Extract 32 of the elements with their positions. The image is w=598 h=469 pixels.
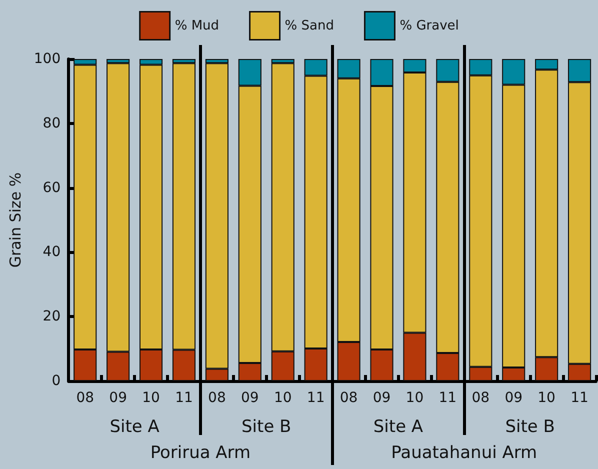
text: Pauatahanui Arm	[391, 443, 538, 463]
y-tick-label: 0	[52, 373, 61, 389]
text: Porirua Arm	[150, 443, 251, 463]
x-tick-label: 08	[76, 390, 94, 406]
x-tick-label: 09	[240, 390, 259, 406]
y-tick-label: 80	[42, 115, 61, 132]
x-tick-label: 10	[406, 390, 424, 406]
text: Site A	[373, 417, 424, 437]
y-tick-label: 60	[42, 180, 61, 196]
y-tick-label: 100	[34, 51, 61, 67]
x-tick-label: 11	[306, 390, 325, 406]
x-tick-label: 10	[538, 390, 556, 406]
x-tick-label: 11	[438, 390, 457, 406]
x-tick-label: 09	[504, 390, 523, 406]
y-axis-title: Grain Size %	[6, 172, 24, 268]
x-tick-label: 09	[372, 390, 391, 406]
x-tick-label: 10	[142, 390, 160, 406]
x-tick-label: 08	[208, 390, 226, 406]
y-tick-label: 40	[42, 244, 61, 260]
x-tick-label: 08	[472, 390, 490, 406]
legend-label: % Mud	[174, 18, 220, 34]
text: Site B	[505, 417, 555, 437]
text: Site A	[110, 417, 160, 437]
y-tick-label: 20	[42, 308, 61, 325]
x-tick-label: 09	[109, 390, 127, 406]
text: Site B	[242, 417, 292, 437]
legend-label: % Gravel	[400, 18, 459, 34]
x-tick-label: 08	[340, 390, 358, 406]
x-tick-label: 10	[274, 390, 292, 406]
x-tick-label: 11	[570, 390, 588, 406]
legend-label: % Sand	[284, 18, 334, 34]
x-tick-label: 11	[175, 390, 193, 406]
